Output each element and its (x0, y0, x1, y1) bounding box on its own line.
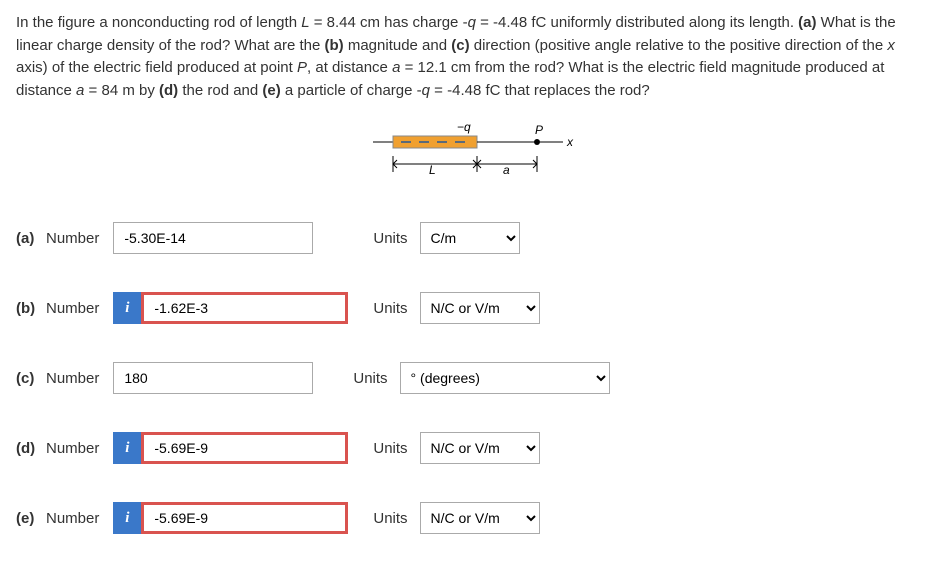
part-label-e: (e) (16, 510, 46, 527)
number-label: Number (46, 510, 99, 527)
answer-input-c[interactable] (113, 362, 313, 394)
part-label-a: (a) (16, 230, 46, 247)
svg-text:L: L (429, 163, 436, 177)
problem-statement: In the figure a nonconducting rod of len… (16, 12, 927, 102)
answer-row-c: (c) Number Units ° (degrees) (16, 362, 927, 394)
units-select-d[interactable]: N/C or V/m (420, 432, 540, 464)
answer-input-d[interactable] (141, 432, 348, 464)
answer-row-a: (a) Number Units C/m (16, 222, 927, 254)
units-select-c[interactable]: ° (degrees) (400, 362, 610, 394)
svg-text:P: P (535, 123, 543, 137)
answer-row-d: (d) Number i Units N/C or V/m (16, 432, 927, 464)
answer-input-b[interactable] (141, 292, 348, 324)
answer-row-e: (e) Number i Units N/C or V/m (16, 502, 927, 534)
svg-text:−q: −q (457, 122, 471, 134)
info-icon[interactable]: i (113, 292, 141, 324)
units-label: Units (353, 370, 387, 387)
svg-text:a: a (503, 163, 510, 177)
diagram-container: −q P x L a (16, 122, 927, 182)
answer-row-b: (b) Number i Units N/C or V/m (16, 292, 927, 324)
number-label: Number (46, 300, 99, 317)
info-icon[interactable]: i (113, 502, 141, 534)
units-label: Units (373, 440, 407, 457)
part-label-b: (b) (16, 300, 46, 317)
units-select-e[interactable]: N/C or V/m (420, 502, 540, 534)
answer-input-e[interactable] (141, 502, 348, 534)
svg-text:x: x (566, 135, 574, 149)
units-select-b[interactable]: N/C or V/m (420, 292, 540, 324)
info-icon[interactable]: i (113, 432, 141, 464)
units-label: Units (373, 300, 407, 317)
answer-input-a[interactable] (113, 222, 313, 254)
part-label-d: (d) (16, 440, 46, 457)
number-label: Number (46, 370, 99, 387)
number-label: Number (46, 440, 99, 457)
rod-diagram: −q P x L a (367, 122, 577, 182)
units-label: Units (373, 510, 407, 527)
number-label: Number (46, 230, 99, 247)
part-label-c: (c) (16, 370, 46, 387)
units-select-a[interactable]: C/m (420, 222, 520, 254)
units-label: Units (373, 230, 407, 247)
